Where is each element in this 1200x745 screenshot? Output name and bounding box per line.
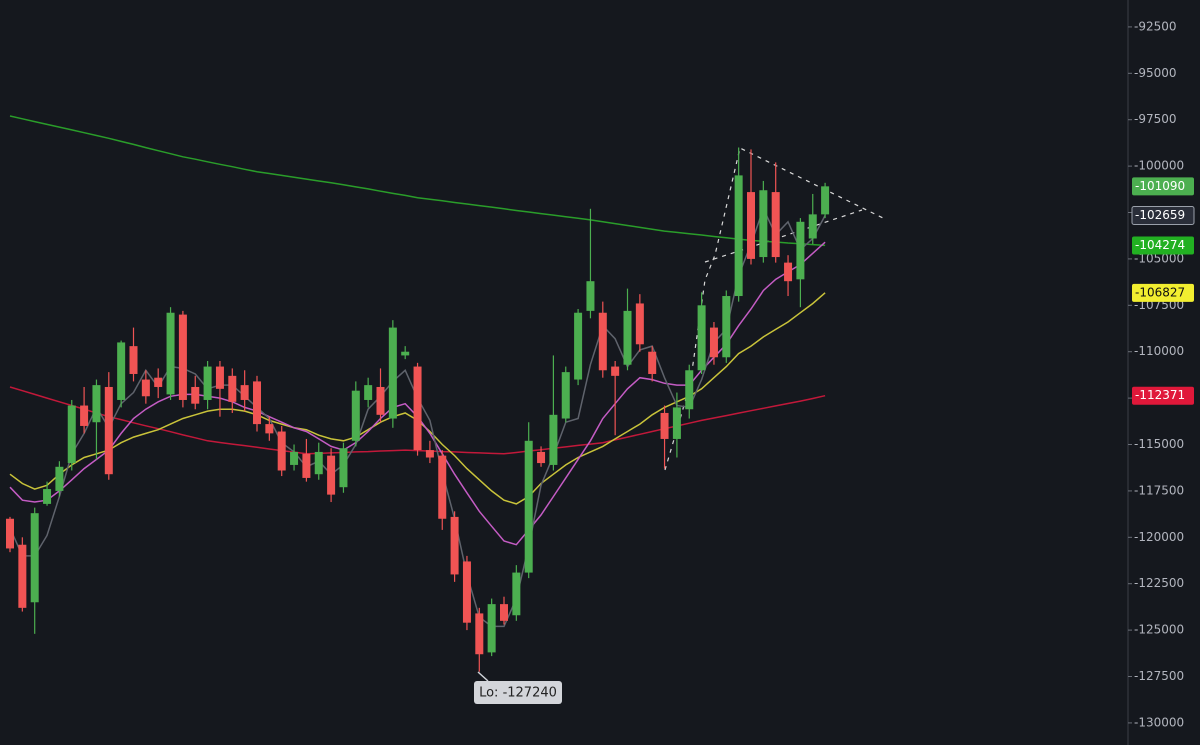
moving-average-line: [9, 115, 826, 247]
candle-body: [302, 453, 311, 478]
price-tag-label: -102659: [1135, 208, 1185, 222]
candle-body: [55, 466, 64, 491]
y-tick-label: -127500: [1134, 669, 1184, 683]
candle-body: [215, 366, 224, 389]
candle-body: [808, 214, 817, 239]
price-tag-label: -106827: [1135, 285, 1185, 299]
y-tick-label: -117500: [1134, 483, 1184, 497]
candle-body: [129, 346, 138, 374]
price-tag-label: -112371: [1135, 388, 1185, 402]
candle-body: [722, 296, 731, 358]
y-tick-label: -110000: [1134, 344, 1184, 358]
candle-body: [339, 448, 348, 488]
candle-body: [80, 405, 89, 426]
price-tag-label: -104274: [1135, 238, 1185, 252]
candle-body: [672, 407, 681, 439]
candle-body: [376, 386, 385, 415]
candle-body: [166, 312, 175, 395]
y-tick-label: -130000: [1134, 715, 1184, 729]
price-tag-label: -101090: [1135, 179, 1185, 193]
candle-body: [117, 342, 126, 400]
candle-body: [413, 366, 422, 451]
candle-body: [43, 489, 52, 504]
candle-body: [697, 305, 706, 371]
candle-body: [524, 440, 533, 573]
candle-body: [30, 513, 39, 603]
candle-body: [191, 386, 200, 404]
candle-body: [611, 366, 620, 376]
price-tag: [1132, 386, 1194, 405]
candle-body: [314, 451, 323, 475]
price-tag: [1132, 177, 1194, 196]
candle-body: [487, 604, 496, 653]
candle-body: [734, 175, 743, 297]
candle-body: [290, 451, 299, 465]
price-tag: [1131, 205, 1195, 225]
y-tick-label: -95000: [1134, 66, 1177, 80]
candle-body: [6, 518, 14, 549]
candle-body: [425, 450, 434, 458]
candle-body: [154, 377, 163, 387]
y-tick-label: -122500: [1134, 576, 1184, 590]
candle-body: [635, 303, 644, 345]
candle-body: [796, 221, 805, 280]
candle-body: [500, 604, 508, 621]
candle-body: [623, 310, 632, 365]
candle-body: [351, 390, 360, 441]
candle-body: [364, 385, 373, 400]
candle-body: [685, 370, 694, 410]
candle-body: [462, 561, 471, 623]
candle-body: [141, 379, 150, 397]
candle-body: [228, 375, 237, 402]
candle-body: [240, 385, 249, 400]
price-tag: [1132, 283, 1194, 302]
candle-body: [401, 351, 410, 356]
candle-body: [265, 424, 274, 434]
candle-body: [253, 381, 261, 425]
candle-body: [512, 572, 521, 616]
candle-body: [660, 412, 669, 439]
candle-body: [747, 192, 755, 259]
candle-body: [277, 431, 286, 471]
price-tag: [1132, 236, 1194, 255]
candle-body: [759, 190, 768, 258]
candle-body: [18, 544, 27, 608]
candle-body: [598, 312, 607, 371]
y-tick-label: -125000: [1134, 623, 1184, 637]
candle-body: [450, 516, 459, 575]
annotation: Lo: -127240: [479, 686, 557, 701]
candle-body: [104, 386, 113, 475]
candle-body: [771, 192, 780, 258]
plot: [6, 115, 830, 672]
candle-body: [648, 351, 657, 374]
y-tick-label: -120000: [1134, 530, 1184, 544]
y-tick-label: -100000: [1134, 159, 1184, 173]
candle-body: [92, 385, 101, 423]
candle-body: [178, 314, 187, 400]
candle-body: [586, 281, 595, 311]
annotation-box: [474, 681, 562, 704]
candle-body: [784, 262, 793, 282]
candle-body: [549, 414, 558, 465]
candle-body: [709, 327, 718, 358]
candle-body: [821, 186, 830, 215]
y-tick-label: -105000: [1134, 251, 1184, 265]
y-tick-label: -97500: [1134, 112, 1177, 126]
candle-body: [438, 455, 447, 519]
candle-body: [574, 312, 583, 380]
candle-body: [203, 366, 212, 400]
candle-body: [561, 372, 570, 419]
candle-body: [67, 405, 76, 464]
annotation-pointer: [477, 671, 489, 682]
candle-body: [475, 613, 484, 655]
y-tick-label: -115000: [1134, 437, 1184, 451]
y-tick-label: -92500: [1134, 19, 1177, 33]
candle-body: [537, 451, 546, 464]
candle-body: [327, 455, 336, 495]
candle-body: [388, 327, 397, 419]
